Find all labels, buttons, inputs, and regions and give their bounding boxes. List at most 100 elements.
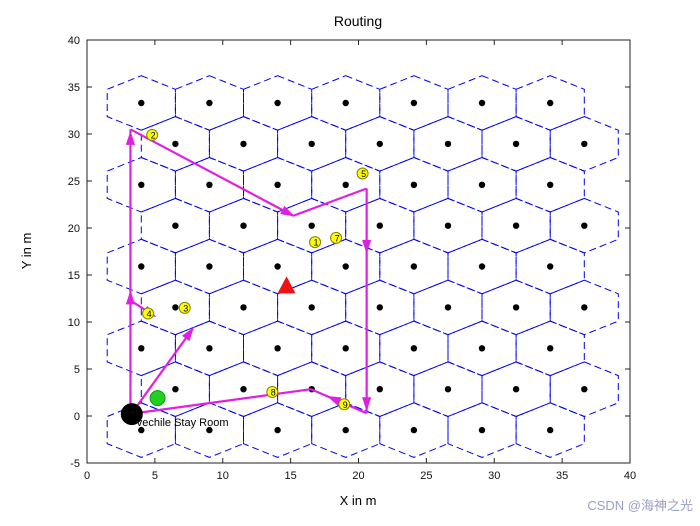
- hex-cell: [549, 361, 619, 418]
- route-arrowhead: [362, 397, 372, 412]
- hex-center-dot: [376, 222, 383, 229]
- hex-center-dot: [274, 426, 281, 434]
- hex-center-dot: [138, 181, 145, 188]
- hex-center-dot: [342, 99, 349, 107]
- route-arrowhead: [326, 396, 342, 406]
- hex-center-dot: [206, 99, 213, 107]
- hex-center-dot: [308, 140, 315, 148]
- x-tick-label: 25: [420, 470, 432, 482]
- hex-cell: [174, 75, 244, 131]
- hex-center-dot: [240, 140, 247, 148]
- sensor-node-label: 8: [271, 388, 276, 398]
- hex-center-dot: [240, 304, 247, 311]
- x-tick-label: 40: [624, 470, 636, 482]
- y-tick-label: 30: [68, 129, 80, 141]
- watermark-text: CSDN @海神之光: [587, 498, 693, 513]
- route-arrowhead: [182, 327, 194, 342]
- hex-center-dot: [342, 345, 349, 352]
- route-arrowhead: [280, 205, 295, 217]
- hex-center-dot: [274, 263, 281, 270]
- hex-center-dot: [206, 181, 213, 188]
- hex-grid-layer: [106, 75, 619, 458]
- hex-center-dot: [444, 140, 452, 148]
- route-arrowhead: [125, 130, 136, 145]
- x-tick-label: 10: [217, 470, 229, 482]
- y-tick-label: 0: [74, 411, 80, 423]
- x-tick-label: 15: [285, 470, 297, 482]
- hex-center-dot: [172, 222, 179, 229]
- sensor-node-label: 3: [183, 303, 188, 313]
- y-tick-label: 10: [68, 317, 80, 329]
- hex-cell: [106, 75, 176, 131]
- sensor-node-label: 2: [151, 130, 156, 140]
- hex-center-dot: [138, 263, 145, 270]
- hex-center-dot: [410, 99, 418, 107]
- hex-center-dot: [240, 386, 247, 393]
- hex-center-dot: [444, 386, 452, 393]
- hex-center-dot: [512, 222, 520, 229]
- sensor-node-label: 5: [361, 169, 366, 179]
- hex-center-dot: [512, 304, 520, 311]
- hex-cell: [549, 279, 619, 336]
- hex-center-dot: [478, 263, 486, 270]
- sensor-node-label: 7: [335, 233, 340, 243]
- y-tick-label: 40: [68, 35, 80, 47]
- hex-center-dot: [547, 263, 554, 270]
- hex-cell: [549, 197, 619, 254]
- base-station-marker: [120, 403, 143, 426]
- green-node-marker: [149, 390, 166, 407]
- hex-center-dot: [308, 304, 315, 311]
- sensor-node-layer: 2 5 1 7 4 3 8 9: [142, 128, 369, 411]
- hex-center-dot: [444, 304, 452, 311]
- sensor-node: [146, 128, 159, 141]
- sensor-node-label: 1: [314, 238, 319, 248]
- hex-center-dot: [410, 263, 418, 270]
- chart-title: Routing: [334, 13, 382, 29]
- hex-center-dot: [342, 263, 349, 270]
- hex-center-dot: [410, 345, 418, 352]
- route-segment: [292, 187, 368, 217]
- hex-center-dot: [410, 181, 418, 188]
- hex-center-dot: [342, 181, 349, 188]
- hex-center-dot: [547, 426, 554, 434]
- base-station-label: vechile Stay Room: [137, 417, 229, 429]
- route-layer: [125, 128, 372, 415]
- hex-cell: [379, 75, 449, 131]
- target-triangle-marker: [277, 276, 296, 294]
- hex-center-dot: [547, 99, 554, 107]
- hex-center-dot: [240, 222, 247, 229]
- sensor-node: [338, 398, 351, 411]
- hex-center-dot: [410, 426, 418, 434]
- sensor-node: [142, 307, 155, 320]
- sensor-node-label: 9: [343, 400, 348, 410]
- y-tick-label: -5: [70, 458, 80, 470]
- hex-cell: [515, 75, 585, 131]
- x-tick-label: 35: [556, 470, 568, 482]
- hex-center-dot: [138, 345, 145, 352]
- hex-center-dot: [547, 181, 554, 188]
- y-tick-label: 20: [68, 223, 80, 235]
- sensor-node: [178, 301, 191, 314]
- x-tick-label: 5: [152, 470, 158, 482]
- hex-center-dot: [172, 304, 179, 311]
- hex-center-dot: [478, 426, 486, 434]
- hex-center-dot: [138, 426, 145, 434]
- x-tick-label: 0: [84, 470, 90, 482]
- y-tick-label: 35: [68, 82, 80, 94]
- y-axis-label: Y in m: [19, 233, 34, 270]
- y-tick-label: 15: [68, 270, 80, 282]
- hex-cell: [311, 75, 381, 131]
- sensor-node: [330, 231, 343, 244]
- hex-center-dot: [274, 181, 281, 188]
- y-tick-label: 5: [74, 364, 80, 376]
- hex-center-dot: [512, 140, 520, 148]
- hex-cell: [243, 75, 313, 131]
- hex-center-dot: [274, 345, 281, 352]
- hex-center-dot: [581, 386, 588, 393]
- sensor-node-label: 4: [147, 309, 152, 319]
- hex-center-dot: [581, 304, 588, 311]
- hex-center-dot: [376, 140, 383, 148]
- hex-center-dot: [547, 345, 554, 352]
- hex-center-dot: [138, 99, 145, 107]
